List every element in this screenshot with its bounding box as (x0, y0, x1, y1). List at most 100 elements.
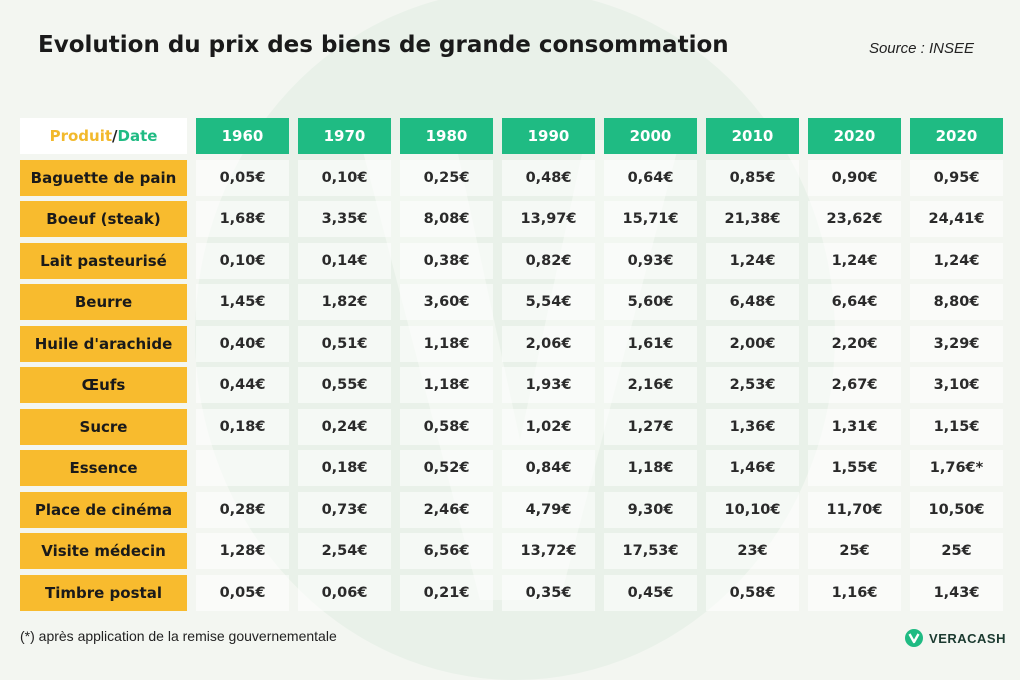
price-cell: 4,79€ (502, 491, 595, 528)
price-cell: 1,45€ (196, 284, 289, 320)
price-cell: 0,18€ (196, 408, 289, 445)
price-cell: 5,60€ (604, 284, 697, 320)
price-cell: 1,18€ (400, 367, 493, 403)
price-cell: 2,00€ (706, 325, 799, 362)
price-cell: 6,64€ (808, 284, 901, 320)
price-cell: 0,10€ (196, 242, 289, 279)
price-cell: 10,50€ (910, 491, 1003, 528)
price-cell: 0,55€ (298, 367, 391, 403)
price-cell: 0,14€ (298, 242, 391, 279)
price-cell: 15,71€ (604, 201, 697, 237)
row-label-6: Sucre (20, 408, 187, 445)
price-cell: 1,02€ (502, 408, 595, 445)
price-cell: 0,73€ (298, 491, 391, 528)
price-cell: 0,10€ (298, 159, 391, 196)
price-cell: 1,82€ (298, 284, 391, 320)
price-cell: 5,54€ (502, 284, 595, 320)
veracash-logo-icon (905, 629, 924, 647)
price-cell: 0,48€ (502, 159, 595, 196)
price-cell: 13,72€ (502, 533, 595, 569)
price-cell: 1,68€ (196, 201, 289, 237)
price-cell: 2,46€ (400, 491, 493, 528)
column-header-3: 1990 (502, 118, 595, 154)
price-cell: 0,82€ (502, 242, 595, 279)
row-label-1: Boeuf (steak) (20, 201, 187, 237)
price-cell: 0,90€ (808, 159, 901, 196)
price-cell: 2,54€ (298, 533, 391, 569)
price-cell: 21,38€ (706, 201, 799, 237)
price-cell: 0,64€ (604, 159, 697, 196)
price-cell: 2,16€ (604, 367, 697, 403)
price-cell: 23€ (706, 533, 799, 569)
price-cell: 1,93€ (502, 367, 595, 403)
column-header-7: 2020 (910, 118, 1003, 154)
price-cell: 3,60€ (400, 284, 493, 320)
price-cell: 1,24€ (910, 242, 1003, 279)
row-label-4: Huile d'arachide (20, 325, 187, 362)
price-cell: 0,85€ (706, 159, 799, 196)
price-cell: 3,35€ (298, 201, 391, 237)
price-cell: 0,05€ (196, 159, 289, 196)
source-label: Source : INSEE (868, 40, 974, 57)
page-title: Evolution du prix des biens de grande co… (38, 32, 729, 58)
row-label-9: Visite médecin (20, 533, 187, 569)
price-cell: 2,53€ (706, 367, 799, 403)
row-label-8: Place de cinéma (20, 491, 187, 528)
price-cell: 1,27€ (604, 408, 697, 445)
column-header-6: 2020 (808, 118, 901, 154)
price-cell: 17,53€ (604, 533, 697, 569)
price-cell: 0,05€ (196, 574, 289, 611)
price-cell: 8,80€ (910, 284, 1003, 320)
price-cell: 3,29€ (910, 325, 1003, 362)
header-date-label: Date (117, 127, 158, 145)
price-cell: 1,18€ (400, 325, 493, 362)
row-label-10: Timbre postal (20, 574, 187, 611)
price-cell: 0,52€ (400, 450, 493, 486)
price-cell: 13,97€ (502, 201, 595, 237)
price-cell: 0,45€ (604, 574, 697, 611)
price-cell: 0,21€ (400, 574, 493, 611)
price-cell: 8,08€ (400, 201, 493, 237)
price-table: Produit / Date 1960 1970 1980 1990 2000 2010 202… (20, 118, 1003, 611)
price-cell: 23,62€ (808, 201, 901, 237)
column-header-4: 2000 (604, 118, 697, 154)
veracash-logo: VERACASH (905, 629, 1006, 647)
price-cell (196, 450, 289, 486)
price-cell: 1,43€ (910, 574, 1003, 611)
price-cell: 1,24€ (706, 242, 799, 279)
price-cell: 0,93€ (604, 242, 697, 279)
header-corner: Produit / Date (20, 118, 187, 154)
price-cell: 0,06€ (298, 574, 391, 611)
price-cell: 1,76€* (910, 450, 1003, 486)
row-label-2: Lait pasteurisé (20, 242, 187, 279)
row-label-0: Baguette de pain (20, 159, 187, 196)
price-cell: 2,67€ (808, 367, 901, 403)
price-cell: 3,10€ (910, 367, 1003, 403)
price-cell: 10,10€ (706, 491, 799, 528)
price-cell: 1,28€ (196, 533, 289, 569)
price-cell: 11,70€ (808, 491, 901, 528)
price-cell: 1,46€ (706, 450, 799, 486)
price-cell: 2,20€ (808, 325, 901, 362)
price-cell: 2,06€ (502, 325, 595, 362)
price-cell: 0,51€ (298, 325, 391, 362)
price-cell: 1,18€ (604, 450, 697, 486)
price-cell: 0,38€ (400, 242, 493, 279)
header-slash: / (112, 127, 118, 145)
price-cell: 1,61€ (604, 325, 697, 362)
header-product-label: Produit (49, 127, 113, 145)
price-cell: 1,36€ (706, 408, 799, 445)
price-cell: 0,18€ (298, 450, 391, 486)
price-cell: 1,31€ (808, 408, 901, 445)
price-cell: 25€ (910, 533, 1003, 569)
price-cell: 6,48€ (706, 284, 799, 320)
price-cell: 0,28€ (196, 491, 289, 528)
column-header-2: 1980 (400, 118, 493, 154)
price-cell: 0,25€ (400, 159, 493, 196)
price-cell: 25€ (808, 533, 901, 569)
price-cell: 24,41€ (910, 201, 1003, 237)
price-cell: 0,35€ (502, 574, 595, 611)
row-label-5: Œufs (20, 367, 187, 403)
price-cell: 9,30€ (604, 491, 697, 528)
price-cell: 0,58€ (400, 408, 493, 445)
